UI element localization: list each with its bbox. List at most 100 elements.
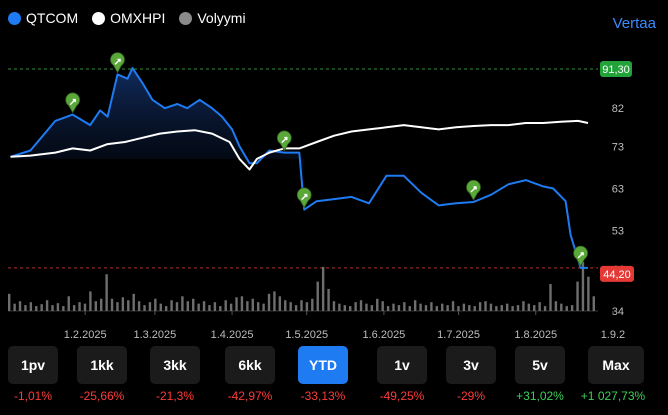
volume-bar (408, 306, 411, 311)
legend-label: OMXHPI (110, 10, 166, 26)
volume-bar (51, 305, 54, 311)
arrow-up-right-icon (577, 252, 584, 259)
volume-bar (316, 281, 319, 311)
arrow-up-right-icon (69, 98, 76, 106)
range-button-ytd[interactable]: YTD (298, 346, 348, 384)
legend: QTCOM OMXHPI Volyymi (8, 10, 246, 26)
volume-bar (446, 305, 449, 311)
volume-bar (154, 298, 157, 311)
compare-button[interactable]: Vertaa (612, 15, 656, 32)
series-line-omxhpi (10, 119, 589, 171)
volume-bar (105, 274, 108, 311)
volume-bar (137, 301, 141, 311)
event-marker-pin[interactable] (65, 92, 81, 114)
event-marker-pin[interactable] (296, 187, 312, 209)
volume-bar (538, 302, 541, 311)
series-line-qtcom (10, 67, 588, 269)
volume-bar (202, 301, 206, 311)
volume-bar (294, 305, 298, 311)
volume-bar (94, 301, 98, 311)
event-marker-pin[interactable] (466, 179, 481, 201)
range-button-3v[interactable]: 3v (446, 346, 496, 384)
volume-bar (62, 306, 65, 311)
volume-bar (267, 293, 271, 311)
volume-bar (24, 305, 27, 311)
legend-label: QTCOM (26, 10, 79, 26)
volume-bar (381, 301, 384, 311)
event-marker-pin[interactable] (110, 52, 125, 74)
event-markers (65, 52, 588, 267)
series-color-dot (92, 11, 106, 25)
volume-bar (29, 302, 33, 311)
volume-bar (424, 305, 428, 311)
range-change-value: +1 027,73% (580, 389, 646, 403)
volume-bar (359, 300, 363, 311)
range-button-1pv[interactable]: 1pv (8, 346, 58, 384)
volume-bar (56, 303, 60, 311)
legend-item-omxhpi[interactable]: OMXHPI (92, 10, 165, 26)
volume-bar (311, 298, 314, 311)
high-price-tag-bg (600, 60, 632, 77)
y-tick-label: 73 (612, 141, 624, 153)
volume-bar (289, 302, 292, 311)
volume-bar (78, 302, 81, 311)
x-tick-label: 1.5.2025 (285, 329, 328, 341)
volume-bar (565, 306, 568, 311)
volume-bar (219, 306, 222, 311)
range-change-value: -29% (456, 389, 485, 403)
x-tick-label: 1.2.2025 (64, 329, 107, 341)
range-selector: 1pv -1,01% 1kk -25,66% 3kk -21,3% 6kk -42,97% YT… (0, 346, 668, 403)
volume-bar (246, 301, 249, 311)
volume-bar (45, 300, 49, 311)
price-area (10, 68, 305, 210)
event-marker-pin[interactable] (276, 130, 292, 152)
volume-bar (262, 303, 265, 311)
range-change-value: -42,97% (227, 389, 273, 403)
volume-bar (468, 305, 471, 311)
x-tick-label: 1.4.2025 (211, 329, 254, 341)
arrow-up-right-icon (301, 193, 308, 201)
event-marker-pin[interactable] (573, 245, 588, 267)
volume-bar (560, 303, 563, 311)
range-button-max[interactable]: Max (588, 346, 644, 384)
range-change-value: -33,13% (300, 389, 346, 403)
volume-bar (327, 288, 330, 311)
volume-bar (170, 300, 173, 311)
series-lines (10, 67, 589, 269)
range-button-3kk[interactable]: 3kk (150, 346, 200, 384)
volume-bar (489, 303, 493, 311)
range-button-5v[interactable]: 5v (515, 346, 565, 384)
volume-bar (186, 301, 190, 311)
range-button-1kk[interactable]: 1kk (77, 346, 127, 384)
volume-bar (208, 305, 211, 311)
volume-bar (197, 303, 200, 311)
series-area-qtcom (10, 68, 305, 210)
arrow-up-right-icon (281, 136, 288, 144)
volume-bar (121, 297, 125, 311)
volume-bar (419, 303, 422, 311)
low-price-tag-text: 44,20 (603, 269, 631, 281)
volume-bar (127, 300, 130, 311)
volume-bar (386, 306, 390, 311)
volume-bar (581, 262, 585, 311)
x-tick-label: 1.7.2025 (437, 329, 480, 341)
volume-bar (83, 303, 87, 311)
low-price-tag: 44,20 (600, 265, 634, 282)
volume-bar (376, 298, 379, 311)
volume-bar (143, 305, 146, 311)
volume-bar (430, 302, 433, 311)
volume-bar (349, 306, 352, 311)
volume-bar (300, 300, 303, 311)
volume-bar (576, 281, 579, 311)
range-button-1v[interactable]: 1v (377, 346, 427, 384)
range-change-value: -49,25% (379, 389, 425, 403)
volume-bar (435, 306, 439, 311)
high-price-tag: 91,30 (600, 60, 632, 77)
legend-label: Volyymi (197, 10, 246, 26)
legend-item-volume[interactable]: Volyymi (179, 10, 246, 26)
volume-bar (321, 266, 325, 311)
volume-bar (35, 306, 38, 311)
range-button-6kk[interactable]: 6kk (225, 346, 275, 384)
legend-item-qtcom[interactable]: QTCOM (8, 10, 78, 26)
